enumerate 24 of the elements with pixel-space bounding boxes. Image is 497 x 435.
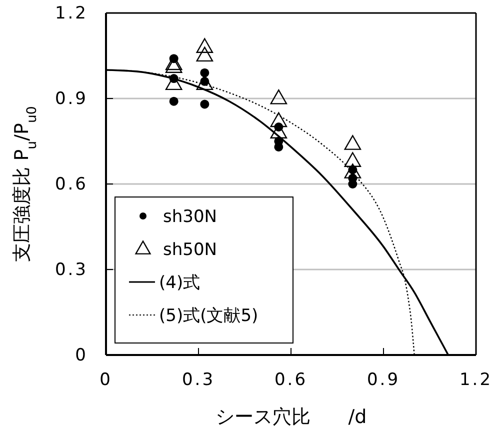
point	[196, 46, 214, 62]
y-tick-label: 1.2	[54, 3, 88, 24]
point	[344, 135, 362, 150]
legend-label: sh50N	[163, 240, 217, 260]
x-tick-label: 0	[100, 370, 112, 390]
point	[270, 112, 288, 128]
legend-label: (4)式	[159, 273, 200, 293]
point	[200, 68, 210, 78]
legend-label: sh30N	[163, 207, 217, 227]
point	[200, 100, 210, 109]
x-tick-label: 0.6	[274, 370, 308, 390]
point	[196, 38, 214, 53]
y-tick-label: 0.9	[54, 88, 88, 109]
legend-label: (5)式(文献5)	[159, 306, 258, 326]
point	[344, 152, 362, 167]
y-tick-label: 0	[75, 345, 88, 366]
x-axis-title: シース穴比 /d	[215, 406, 367, 428]
y-tick-label: 0.6	[54, 174, 88, 194]
x-tick-label: 1.2	[459, 370, 493, 390]
y-tick-label: 0.3	[54, 260, 88, 280]
x-tick-label: 0.3	[182, 370, 216, 390]
point	[169, 96, 178, 106]
x-tick-label: 0.9	[366, 370, 400, 390]
point	[270, 89, 288, 104]
